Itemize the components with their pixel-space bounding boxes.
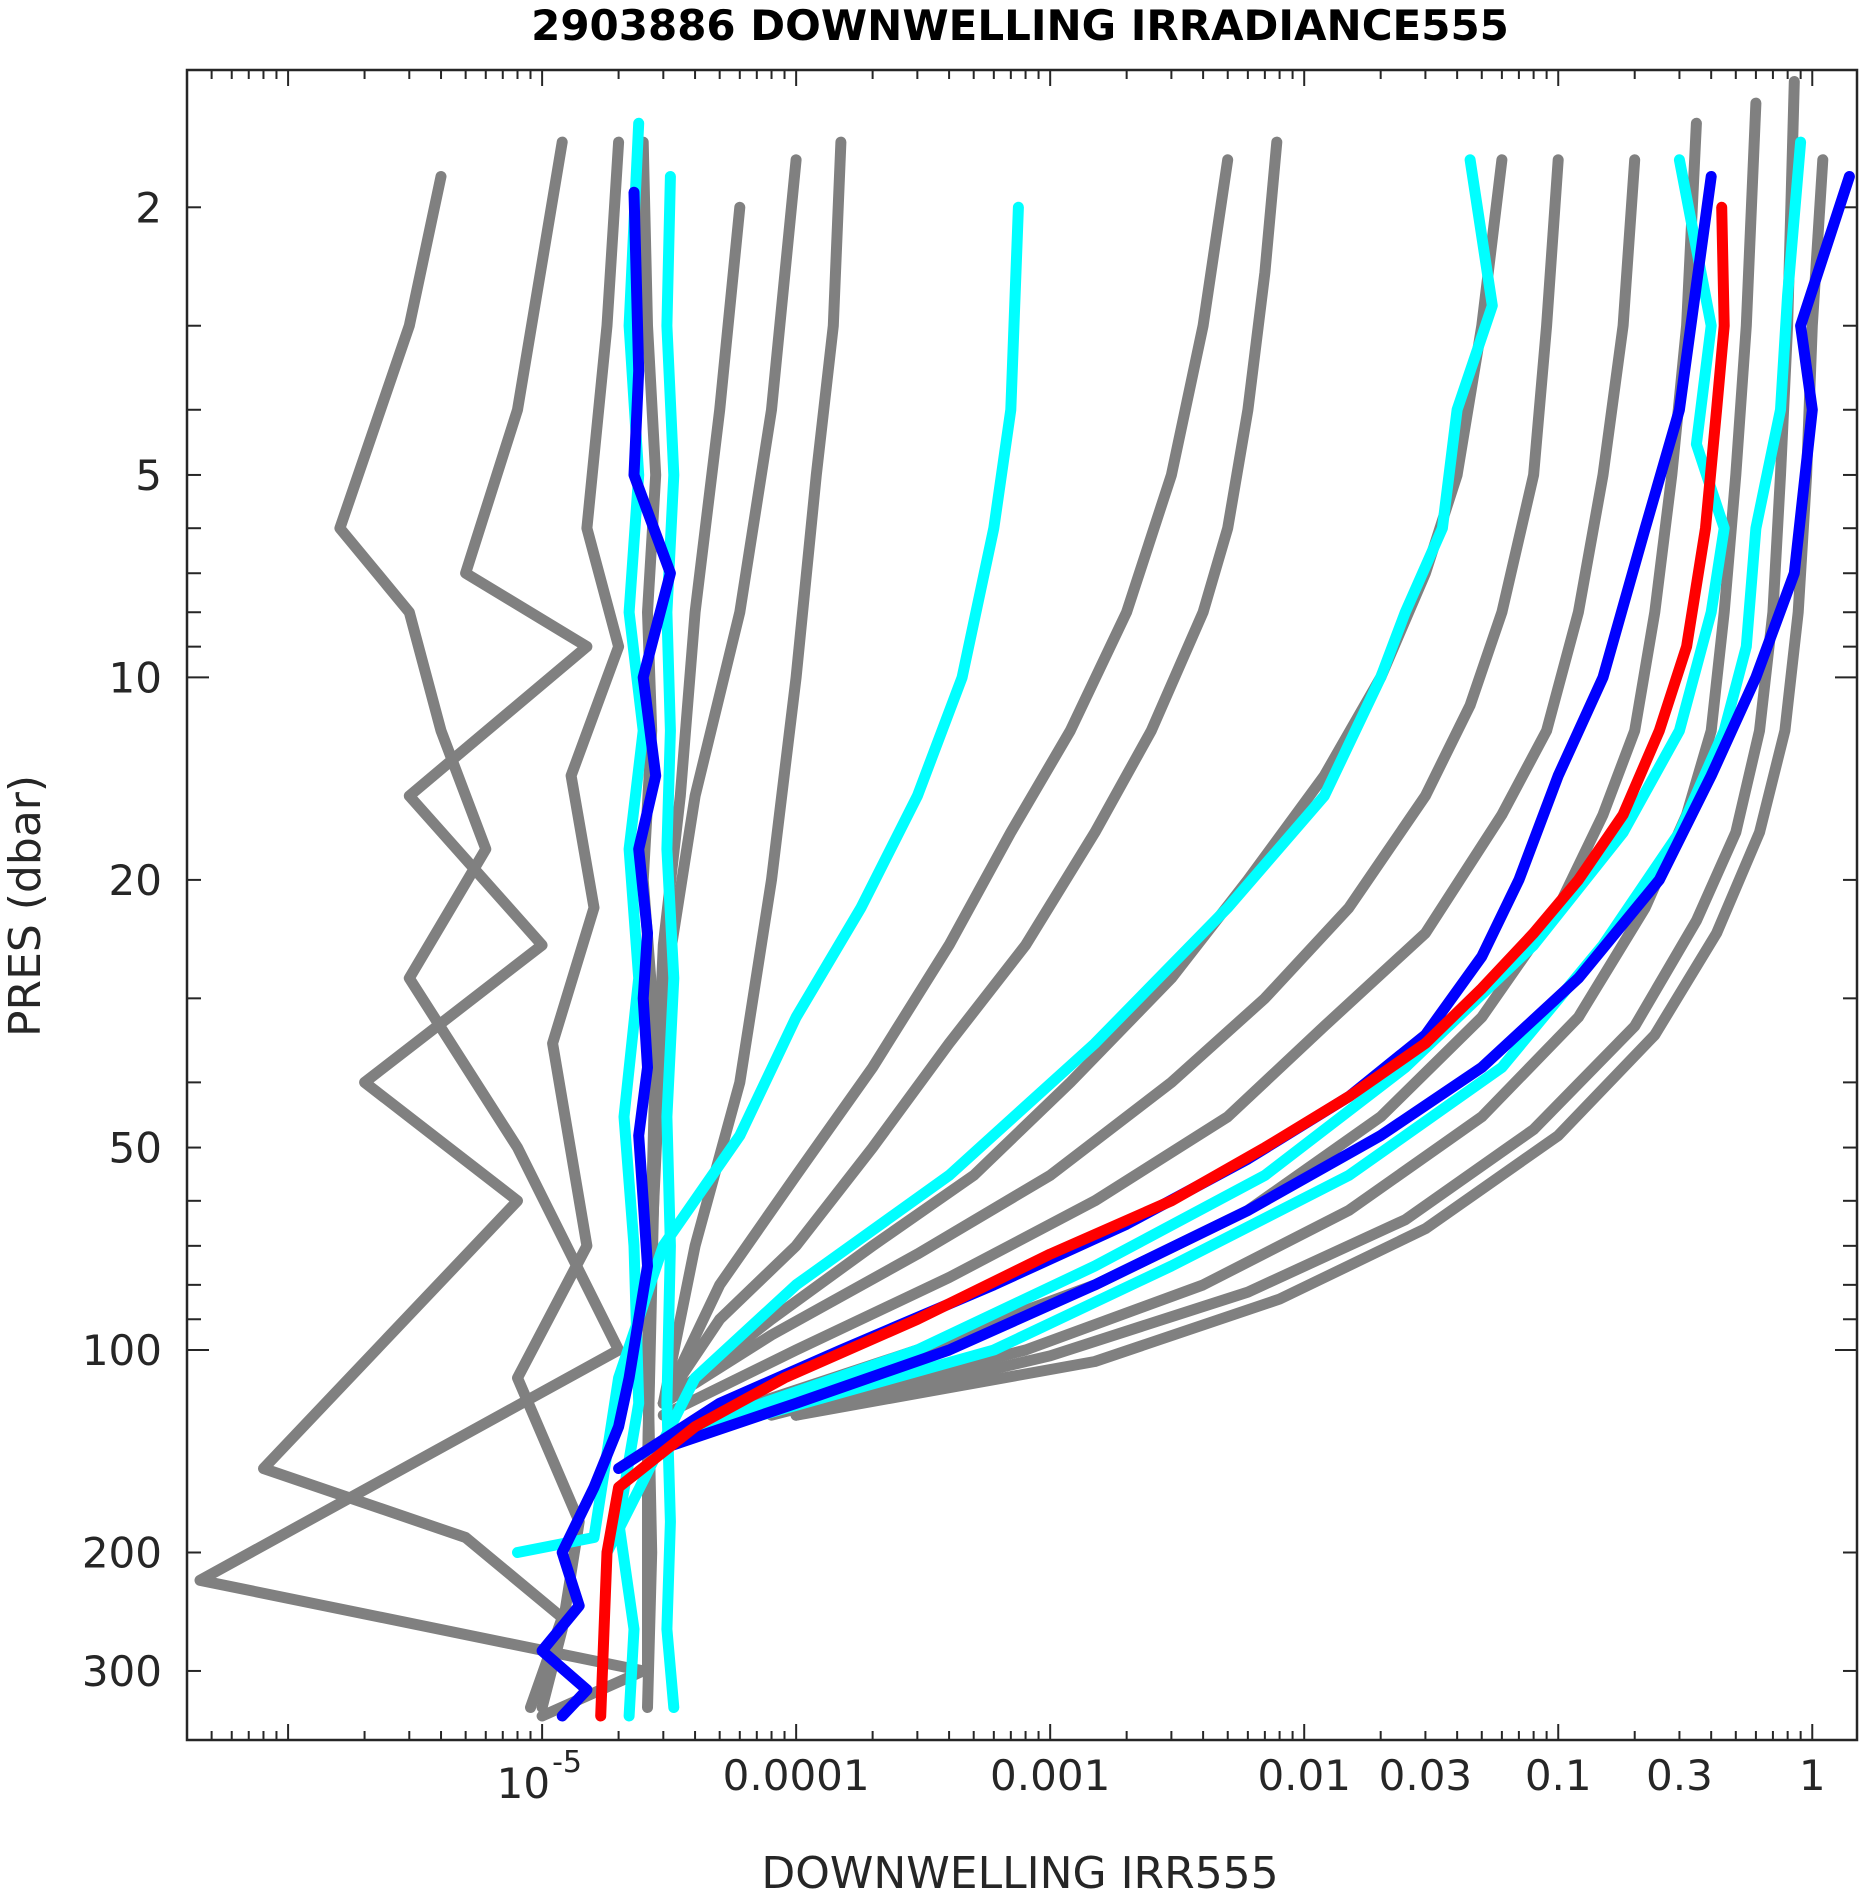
series-line-18 — [512, 201, 1024, 1558]
x-tick-label: 0.1 — [1525, 1751, 1592, 1800]
series-line-6 — [657, 136, 847, 1409]
y-tick-label: 100 — [82, 1326, 162, 1375]
x-tick-label: 0.03 — [1379, 1751, 1473, 1800]
series-line-13 — [766, 97, 1762, 1421]
y-tick-label: 200 — [82, 1529, 162, 1578]
series-line-14 — [790, 76, 1800, 1421]
series-line-25 — [595, 201, 1730, 1722]
x-tick-label: 10 — [497, 1759, 550, 1808]
y-tick-label: 2 — [135, 183, 162, 232]
series-line-7 — [657, 154, 1234, 1409]
series-line-11 — [657, 154, 1641, 1421]
y-tick-label: 50 — [109, 1124, 162, 1173]
x-tick-label: 0.001 — [990, 1751, 1110, 1800]
tick-marks — [186, 70, 1857, 1740]
series-line-19 — [601, 154, 1498, 1558]
y-axis-label: PRES (dbar) — [0, 775, 51, 1037]
x-tick-label: 0.0001 — [723, 1751, 870, 1800]
series-line-9 — [657, 154, 1508, 1409]
x-tick-label: 1 — [1799, 1751, 1826, 1800]
x-tick-label-exponent: -5 — [552, 1745, 582, 1780]
x-tick-label: 0.3 — [1646, 1751, 1713, 1800]
series-line-5 — [642, 154, 802, 1474]
y-tick-label: 10 — [109, 653, 162, 702]
y-tick-label: 20 — [109, 856, 162, 905]
x-axis-label: DOWNWELLING IRR555 — [761, 1848, 1278, 1896]
series-layer — [194, 76, 1855, 1722]
series-line-20 — [689, 154, 1730, 1433]
series-line-8 — [657, 136, 1283, 1409]
series-line-24 — [657, 171, 1855, 1454]
y-tick-label: 300 — [82, 1647, 162, 1696]
chart-title: 2903886 DOWNWELLING IRRADIANCE555 — [531, 1, 1509, 50]
y-tick-label: 5 — [135, 451, 162, 500]
series-line-0 — [194, 171, 649, 1722]
series-line-17 — [661, 171, 680, 1713]
series-line-22 — [536, 186, 676, 1722]
series-line-1 — [258, 136, 593, 1713]
y-tick-labels: 2 5 10 20 50 100 200 300 — [82, 183, 162, 1696]
x-tick-label: 0.01 — [1257, 1751, 1351, 1800]
series-line-10 — [657, 154, 1564, 1409]
plot-frame — [185, 68, 1859, 1742]
x-tick-labels: 10 -5 0.0001 0.001 0.01 0.03 0.1 0.3 1 — [497, 1745, 1826, 1808]
